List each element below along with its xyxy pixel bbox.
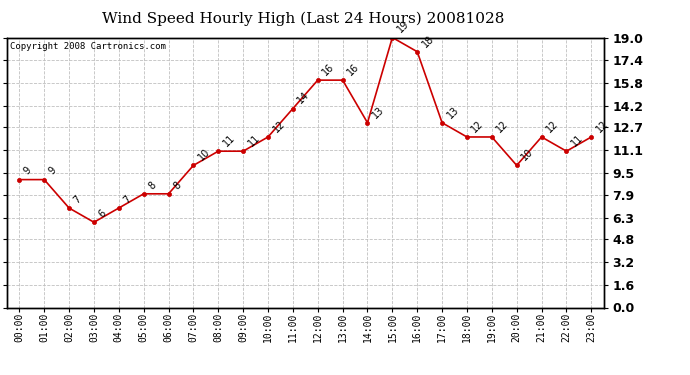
Text: 12: 12 bbox=[495, 118, 511, 134]
Text: 6: 6 bbox=[97, 208, 108, 219]
Text: 12: 12 bbox=[270, 118, 286, 134]
Text: 12: 12 bbox=[594, 118, 610, 134]
Text: 18: 18 bbox=[420, 33, 436, 49]
Text: 10: 10 bbox=[196, 147, 212, 163]
Text: 16: 16 bbox=[346, 62, 361, 77]
Text: 8: 8 bbox=[146, 180, 158, 191]
Text: 11: 11 bbox=[221, 133, 237, 148]
Text: 19: 19 bbox=[395, 19, 411, 35]
Text: 7: 7 bbox=[121, 194, 133, 205]
Text: 10: 10 bbox=[520, 147, 535, 163]
Text: 12: 12 bbox=[470, 118, 486, 134]
Text: Copyright 2008 Cartronics.com: Copyright 2008 Cartronics.com bbox=[10, 42, 166, 51]
Text: 11: 11 bbox=[246, 133, 262, 148]
Text: 8: 8 bbox=[171, 180, 183, 191]
Text: 13: 13 bbox=[371, 104, 386, 120]
Text: 9: 9 bbox=[22, 165, 34, 177]
Text: 11: 11 bbox=[569, 133, 585, 148]
Text: Wind Speed Hourly High (Last 24 Hours) 20081028: Wind Speed Hourly High (Last 24 Hours) 2… bbox=[102, 11, 505, 26]
Text: 9: 9 bbox=[47, 165, 59, 177]
Text: 7: 7 bbox=[72, 194, 83, 205]
Text: 13: 13 bbox=[445, 104, 461, 120]
Text: 14: 14 bbox=[296, 90, 311, 106]
Text: 12: 12 bbox=[544, 118, 560, 134]
Text: 16: 16 bbox=[321, 62, 336, 77]
